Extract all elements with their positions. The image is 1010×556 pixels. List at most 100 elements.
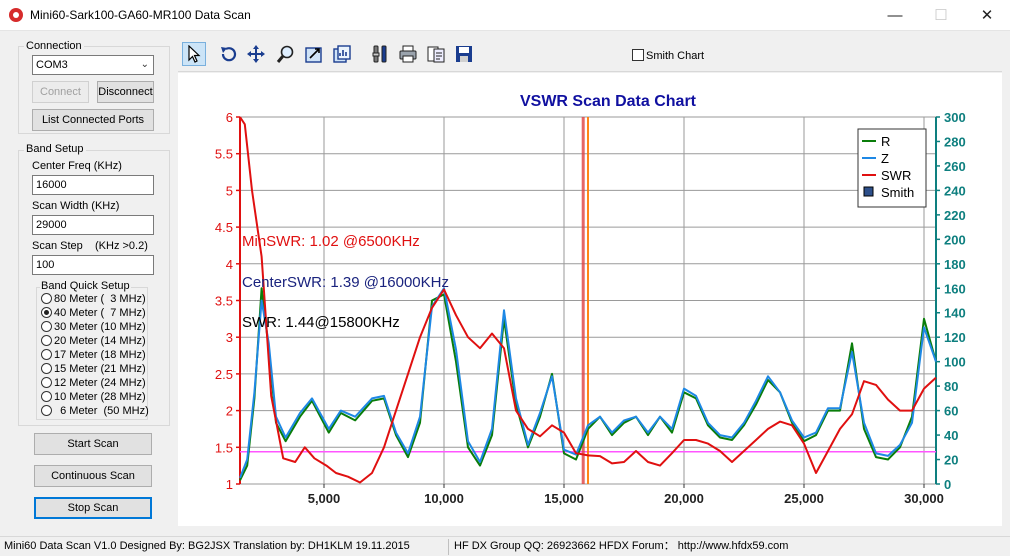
- band-radio-2[interactable]: 30 Meter (10 MHz): [41, 321, 146, 335]
- right-tick-label: 220: [944, 208, 966, 223]
- band-radio-label: 20 Meter (14 MHz): [54, 335, 146, 347]
- left-tick-label: 4.5: [215, 220, 233, 235]
- status-group-info: HF DX Group QQ: 26923662 HFDX Forum： htt…: [454, 540, 789, 552]
- band-radio-4[interactable]: 17 Meter (18 MHz): [41, 349, 146, 363]
- continuous-scan-button[interactable]: Continuous Scan: [34, 465, 152, 487]
- left-tick-label: 2: [226, 404, 233, 419]
- list-ports-button[interactable]: List Connected Ports: [32, 109, 154, 131]
- left-tick-label: 6: [226, 110, 233, 125]
- band-radio-7[interactable]: 10 Meter (28 MHz): [41, 391, 146, 405]
- print-icon[interactable]: [396, 42, 420, 66]
- scan-width-label: Scan Width (KHz): [32, 200, 120, 212]
- band-radio-1[interactable]: 40 Meter ( 7 MHz): [41, 307, 146, 321]
- band-radio-label: 12 Meter (24 MHz): [54, 377, 146, 389]
- band-radio-5[interactable]: 15 Meter (21 MHz): [41, 363, 146, 377]
- right-tick-label: 280: [944, 134, 966, 149]
- left-tick-label: 3.5: [215, 294, 233, 309]
- band-quick-setup-label: Band Quick Setup: [40, 280, 131, 292]
- chart-area[interactable]: VSWR Scan Data Chart 1 1.5 2 2.5 3 3.5 4 4.5 5 5.5…: [178, 73, 1002, 526]
- x-tick-label: 25,000: [784, 491, 824, 506]
- left-tick-label: 1: [226, 477, 233, 492]
- radio-icon[interactable]: [41, 307, 52, 318]
- right-tick-label: 40: [944, 428, 958, 443]
- right-tick-label: 80: [944, 379, 958, 394]
- right-tick-label: 160: [944, 281, 966, 296]
- start-scan-button[interactable]: Start Scan: [34, 433, 152, 455]
- maximize-button[interactable]: ☐: [934, 7, 948, 24]
- app-icon: [9, 8, 23, 22]
- radio-icon[interactable]: [41, 377, 52, 388]
- min-swr-annotation: MinSWR: 1.02 @6500KHz: [242, 233, 420, 250]
- radio-icon[interactable]: [41, 391, 52, 402]
- x-tick-label: 5,000: [308, 491, 341, 506]
- right-tick-label: 180: [944, 257, 966, 272]
- com-port-value: COM3: [36, 59, 68, 71]
- chevron-down-icon: ⌄: [140, 59, 149, 70]
- zoom-area-icon[interactable]: [302, 42, 326, 66]
- legend-label: Smith: [881, 185, 914, 200]
- right-tick-label: 20: [944, 453, 958, 468]
- legend-label: SWR: [881, 168, 911, 183]
- vswr-chart[interactable]: VSWR Scan Data Chart 1 1.5 2 2.5 3 3.5 4 4.5 5 5.5…: [178, 73, 1002, 526]
- minimize-button[interactable]: —: [887, 7, 903, 24]
- band-radio-3[interactable]: 20 Meter (14 MHz): [41, 335, 146, 349]
- scan-step-input[interactable]: 100: [32, 255, 154, 275]
- close-button[interactable]: ✕: [980, 7, 994, 24]
- left-tick-label: 1.5: [215, 440, 233, 455]
- settings-tools-icon[interactable]: [368, 42, 392, 66]
- band-radio-8[interactable]: 6 Meter (50 MHz): [41, 405, 149, 419]
- radio-icon[interactable]: [41, 321, 52, 332]
- cursor-swr-annotation: SWR: 1.44@15800KHz: [242, 314, 400, 331]
- left-tick-label: 2.5: [215, 367, 233, 382]
- connect-button[interactable]: Connect: [32, 81, 89, 103]
- right-tick-label: 300: [944, 110, 966, 125]
- right-tick-label: 60: [944, 404, 958, 419]
- scan-width-input[interactable]: 29000: [32, 215, 154, 235]
- scan-step-hint: (KHz >0.2): [95, 240, 148, 252]
- left-tick-label: 3: [226, 330, 233, 345]
- left-tick-label: 5: [226, 183, 233, 198]
- legend-swatch-box: [863, 186, 874, 197]
- band-radio-6[interactable]: 12 Meter (24 MHz): [41, 377, 146, 391]
- legend-label: R: [881, 134, 890, 149]
- zoom-icon[interactable]: [274, 42, 298, 66]
- band-radio-label: 6 Meter (50 MHz): [54, 405, 149, 417]
- left-tick-label: 5.5: [215, 147, 233, 162]
- disconnect-button[interactable]: Disconnect: [97, 81, 154, 103]
- left-tick-label: 4: [226, 257, 233, 272]
- smith-chart-check-icon[interactable]: [632, 49, 644, 61]
- band-radio-label: 30 Meter (10 MHz): [54, 321, 146, 333]
- chart-properties-icon[interactable]: [330, 42, 354, 66]
- undo-zoom-icon[interactable]: [216, 42, 240, 66]
- band-radio-label: 80 Meter ( 3 MHz): [54, 293, 146, 305]
- band-radio-label: 10 Meter (28 MHz): [54, 391, 146, 403]
- center-freq-label: Center Freq (KHz): [32, 160, 122, 172]
- right-tick-label: 120: [944, 330, 966, 345]
- save-icon[interactable]: [452, 42, 476, 66]
- connection-group: [18, 46, 170, 134]
- right-tick-label: 200: [944, 232, 966, 247]
- radio-icon[interactable]: [41, 349, 52, 360]
- series-r-line: [239, 287, 937, 481]
- radio-icon[interactable]: [41, 405, 52, 416]
- com-port-select[interactable]: COM3 ⌄: [32, 55, 154, 75]
- smith-chart-checkbox[interactable]: Smith Chart: [632, 49, 704, 62]
- window-title: Mini60-Sark100-GA60-MR100 Data Scan: [30, 8, 251, 22]
- series-swr-line: [239, 116, 937, 484]
- stop-scan-button[interactable]: Stop Scan: [34, 497, 152, 519]
- right-tick-label: 260: [944, 159, 966, 174]
- pan-icon[interactable]: [244, 42, 268, 66]
- x-tick-label: 20,000: [664, 491, 704, 506]
- right-tick-label: 240: [944, 183, 966, 198]
- band-radio-label: 17 Meter (18 MHz): [54, 349, 146, 361]
- radio-icon[interactable]: [41, 293, 52, 304]
- center-freq-input[interactable]: 16000: [32, 175, 154, 195]
- pointer-tool-icon[interactable]: [182, 42, 206, 66]
- chart-toolbar: [178, 38, 1002, 72]
- band-radio-0[interactable]: 80 Meter ( 3 MHz): [41, 293, 146, 307]
- status-separator: [448, 539, 449, 555]
- status-bar: Mini60 Data Scan V1.0 Designed By: BG2JS…: [0, 536, 1010, 556]
- radio-icon[interactable]: [41, 363, 52, 374]
- copy-chart-icon[interactable]: [424, 42, 448, 66]
- radio-icon[interactable]: [41, 335, 52, 346]
